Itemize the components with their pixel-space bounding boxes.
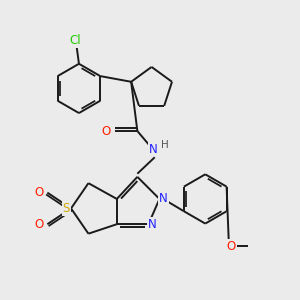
Text: O: O xyxy=(102,124,111,138)
Text: N: N xyxy=(159,192,168,205)
Text: O: O xyxy=(34,218,43,231)
Text: Cl: Cl xyxy=(69,34,81,47)
Text: O: O xyxy=(226,240,236,253)
Text: O: O xyxy=(34,186,43,199)
Text: S: S xyxy=(63,202,70,215)
Text: N: N xyxy=(149,142,158,156)
Text: H: H xyxy=(161,140,169,150)
Text: N: N xyxy=(148,218,157,231)
